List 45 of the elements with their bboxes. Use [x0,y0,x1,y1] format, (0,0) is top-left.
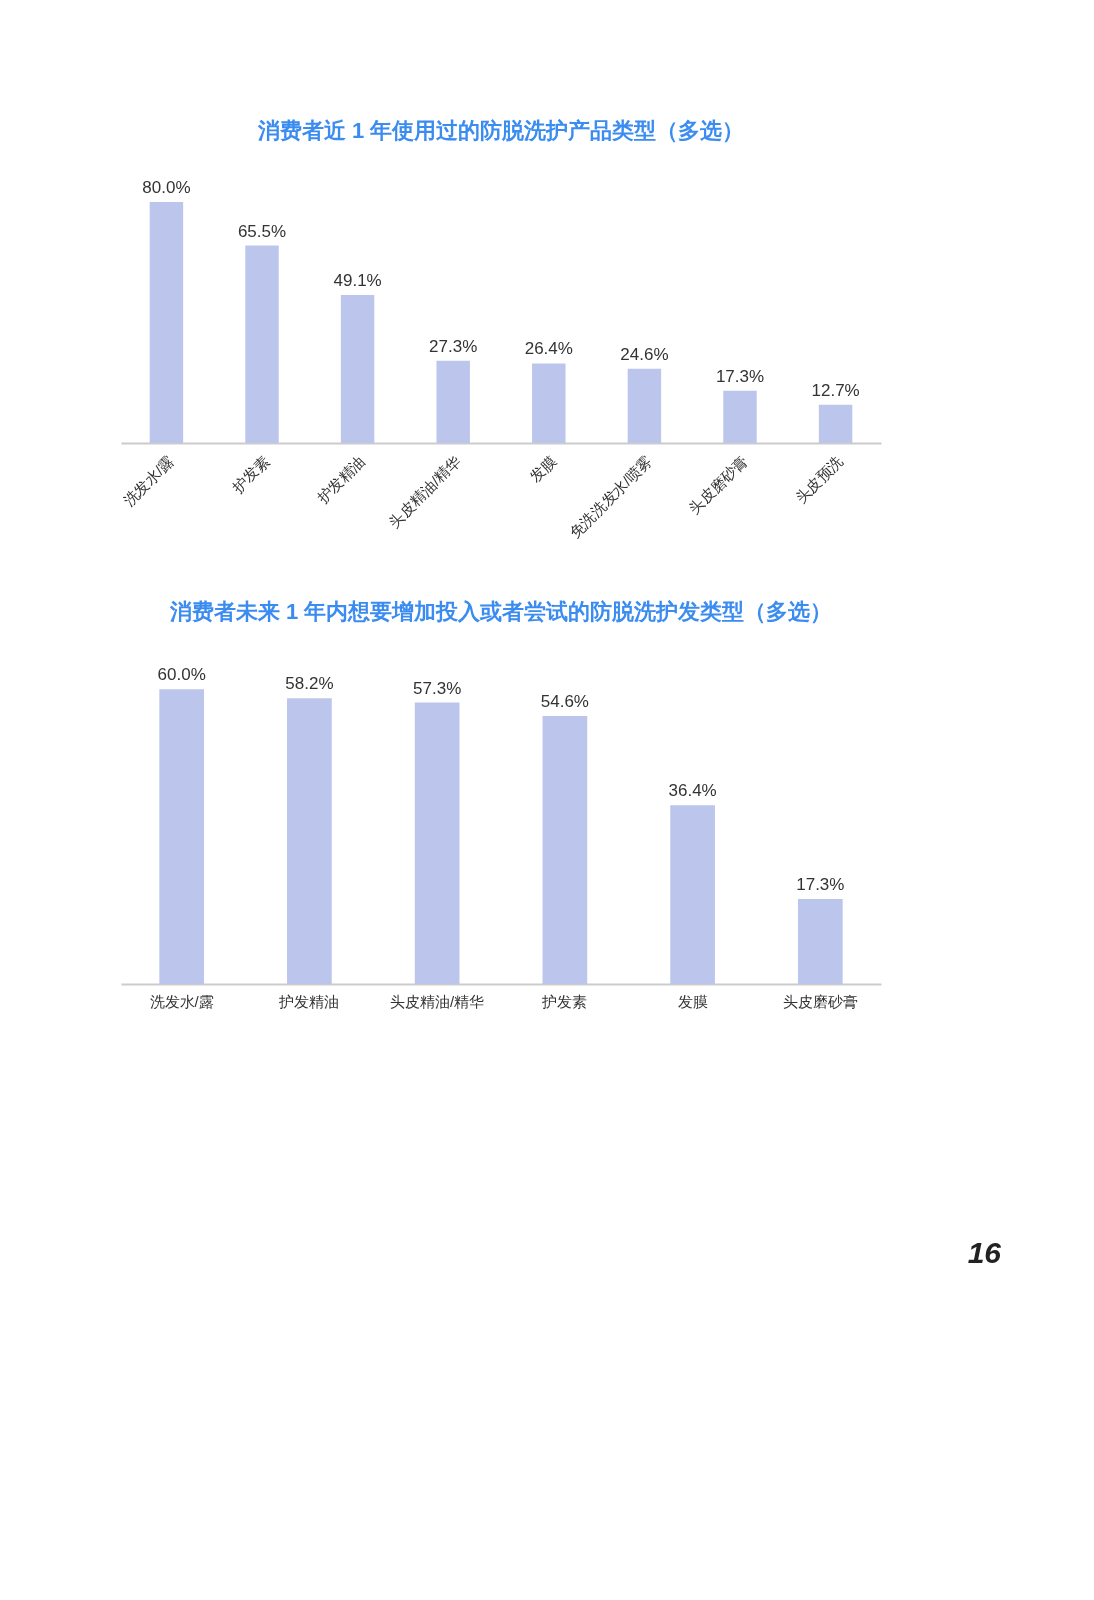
bar [532,363,566,443]
bar [414,702,460,984]
data-label: 57.3% [413,678,462,698]
chart-title: 消费者未来 1 年内想要增加投入或者尝试的防脱洗护发类型（多选） [168,599,833,624]
x-tick-label: 洗发水/露 [119,452,178,510]
x-tick-label: 洗发水/露 [149,992,214,1010]
x-tick-label: 头皮磨砂膏 [685,452,751,518]
x-tick-label: 头皮精油/精华 [385,452,464,531]
x-tick-label: 发膜 [677,992,708,1010]
x-tick-label: 护发精油 [313,452,369,508]
data-label: 49.1% [333,271,382,291]
data-label: 80.0% [142,177,191,197]
bar [159,689,205,984]
data-label: 54.6% [540,691,589,711]
data-label: 17.3% [715,366,765,386]
bar [723,390,757,443]
data-label: 60.0% [157,665,206,685]
x-tick-label: 头皮预洗 [791,452,847,507]
x-tick-label: 护发素 [541,992,588,1010]
data-label: 17.3% [796,875,845,895]
x-tick-label: 护发素 [228,452,273,497]
bar [245,245,279,443]
bar [818,404,853,443]
bar [797,899,843,984]
bar [149,201,184,443]
data-label: 65.5% [237,221,287,241]
bar [670,805,715,984]
bar [627,368,662,443]
x-tick-label: 发膜 [526,452,560,486]
x-tick-label: 免洗洗发水/喷雾 [565,452,655,542]
chart-title: 消费者近 1 年使用过的防脱洗护产品类型（多选） [256,118,745,143]
bar [542,715,588,984]
data-label: 36.4% [668,781,717,801]
bar [436,360,470,443]
text: 16 [967,1236,1002,1269]
data-label: 12.7% [811,380,860,400]
data-label: 58.2% [285,674,334,694]
x-tick-label: 护发精油 [278,992,340,1010]
bar [287,698,332,984]
bar [340,295,375,443]
data-label: 26.4% [524,339,573,359]
x-tick-label: 头皮精油/精华 [390,992,485,1010]
data-label: 27.3% [429,336,478,356]
data-label: 24.6% [620,344,669,364]
x-tick-label: 头皮磨砂膏 [782,992,858,1010]
